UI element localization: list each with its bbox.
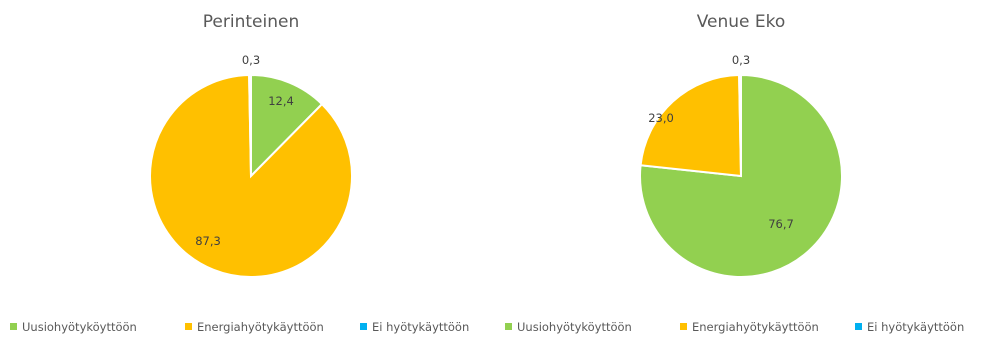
- data-label-ei-hyotykayttoon: 0,3: [732, 53, 750, 67]
- data-label-ei-hyotykayttoon: 0,3: [242, 53, 260, 67]
- chart-venue-eko: Venue Eko 76,7 23,0 0,3 Uusiohyötyköyttöön…: [505, 12, 964, 334]
- legend-swatch-uusiohyotykoyttoon: [10, 323, 17, 330]
- data-label-energiahyotykayttoon: 87,3: [195, 234, 221, 248]
- legend-label-energiahyotykayttoon: Energiahyötykäyttöön: [692, 320, 819, 334]
- chart-title-perinteinen: Perinteinen: [203, 12, 299, 32]
- legend-swatch-ei-hyotykayttoon: [855, 323, 862, 330]
- chart-perinteinen: Perinteinen 12,4 87,3 0,3 Uusiohyötyköyttö…: [10, 12, 469, 334]
- legend-label-energiahyotykayttoon: Energiahyötykäyttöön: [197, 320, 324, 334]
- data-label-energiahyotykayttoon: 23,0: [648, 111, 674, 125]
- pie-slice-ei-hyotykayttoon: [248, 73, 252, 177]
- legend-label-uusiohyotykoyttoon: Uusiohyötyköyttöön: [22, 320, 137, 334]
- legend-swatch-energiahyotykayttoon: [680, 323, 687, 330]
- legend-swatch-ei-hyotykayttoon: [360, 323, 367, 330]
- pie-slice-ei-hyotykayttoon: [738, 73, 742, 177]
- pie-slice-uusiohyotykoyttoon: [250, 73, 324, 179]
- legend-swatch-uusiohyotykoyttoon: [505, 323, 512, 330]
- legend-label-uusiohyotykoyttoon: Uusiohyötyköyttöön: [517, 320, 632, 334]
- legend-swatch-energiahyotykayttoon: [185, 323, 192, 330]
- data-label-uusiohyotykoyttoon: 76,7: [768, 217, 794, 231]
- data-label-uusiohyotykoyttoon: 12,4: [268, 94, 294, 108]
- chart-title-venue-eko: Venue Eko: [697, 12, 786, 32]
- legend-label-ei-hyotykayttoon: Ei hyötykäyttöön: [372, 320, 469, 334]
- legend-label-ei-hyotykayttoon: Ei hyötykäyttöön: [867, 320, 964, 334]
- pie-slice-energiahyotykayttoon: [639, 74, 743, 178]
